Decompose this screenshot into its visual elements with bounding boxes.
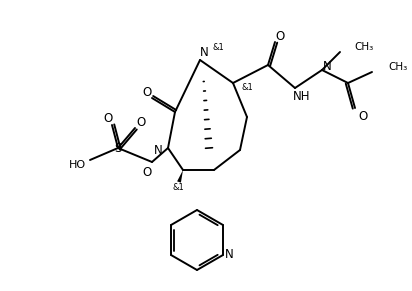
Text: S: S [114,141,122,155]
Text: N: N [200,47,208,59]
Text: &1: &1 [172,184,184,193]
Text: HO: HO [68,160,86,170]
Text: O: O [143,166,152,178]
Text: NH: NH [293,90,311,102]
Text: O: O [358,109,368,123]
Text: O: O [103,113,112,125]
Text: &1: &1 [241,83,253,91]
Polygon shape [177,170,183,183]
Text: N: N [154,145,162,157]
Text: &1: &1 [212,42,224,52]
Text: CH₃: CH₃ [388,62,407,72]
Text: O: O [136,116,145,129]
Text: N: N [323,59,331,72]
Text: O: O [143,86,152,100]
Text: N: N [225,249,233,262]
Text: O: O [275,31,285,43]
Text: CH₃: CH₃ [354,42,373,52]
